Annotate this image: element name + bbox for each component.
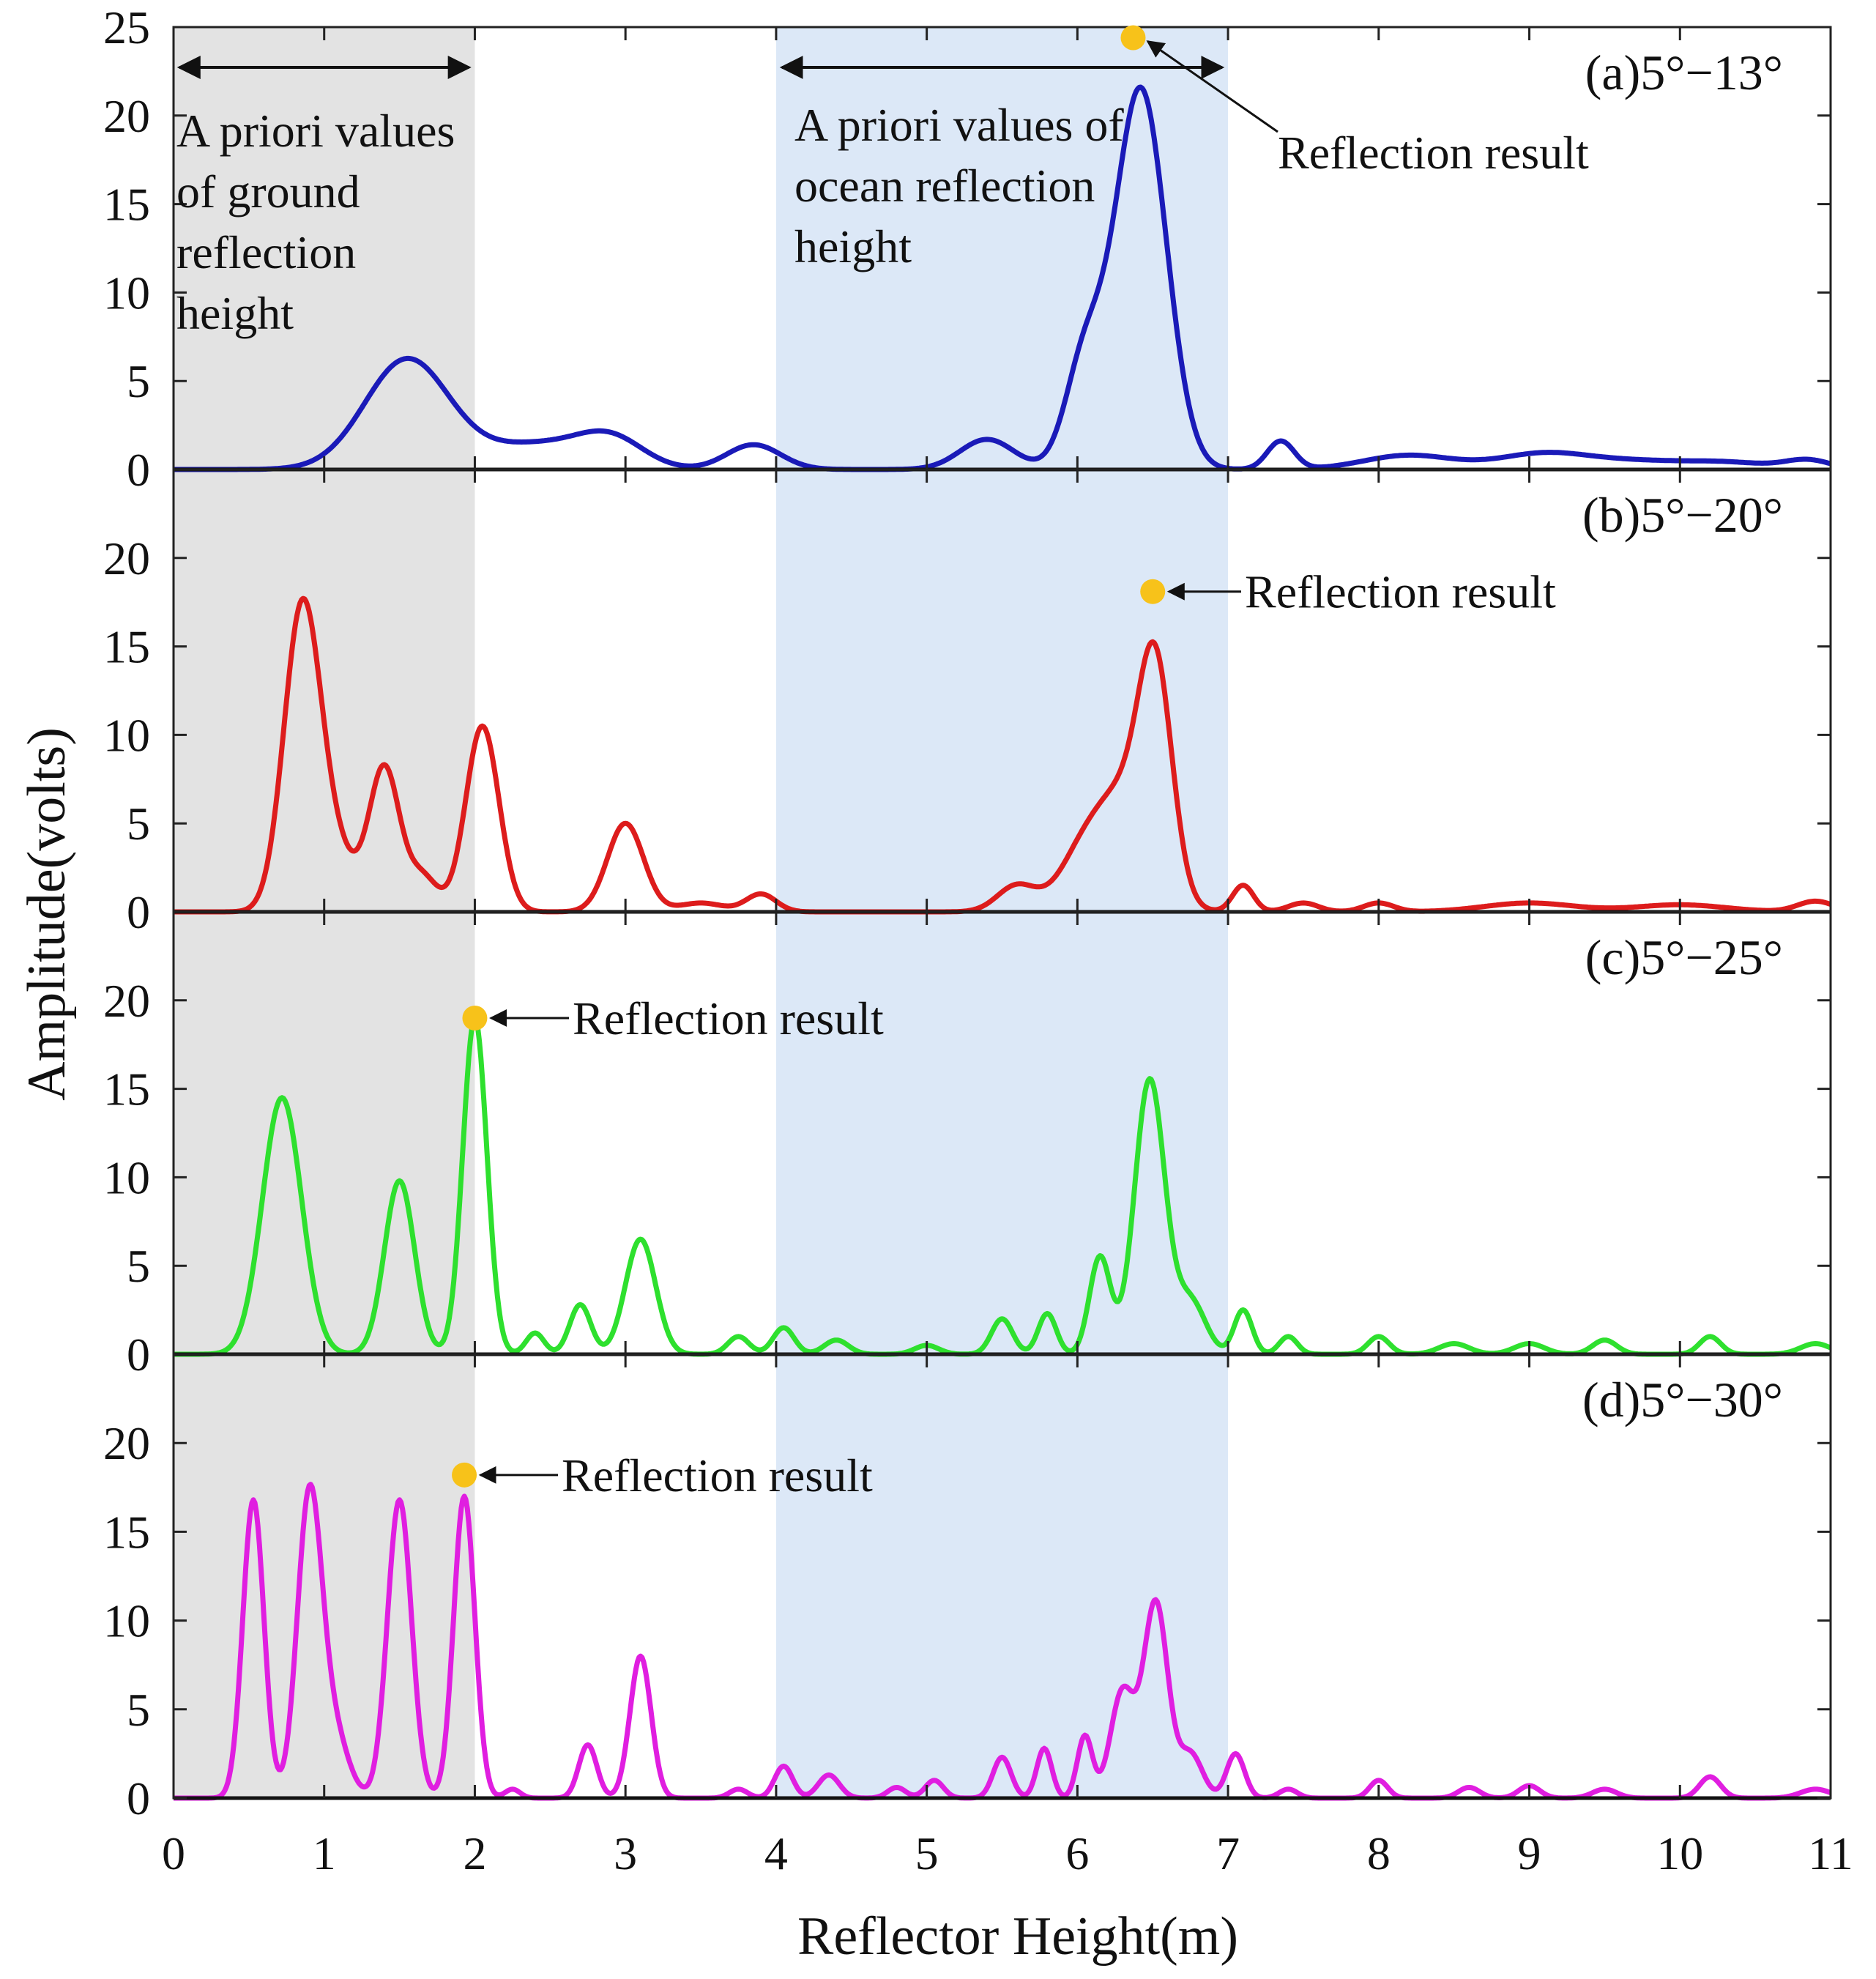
y-tick-label: 15 bbox=[103, 621, 150, 673]
y-tick-label: 5 bbox=[127, 798, 150, 850]
y-tick-label: 10 bbox=[103, 709, 150, 761]
y-tick-label: 0 bbox=[127, 886, 150, 938]
reflection-result-label: Reflection result bbox=[562, 1449, 873, 1501]
x-tick-label: 0 bbox=[162, 1827, 185, 1879]
y-tick-label: 20 bbox=[103, 532, 150, 584]
x-tick-label: 3 bbox=[614, 1827, 637, 1879]
y-tick-label: 10 bbox=[103, 267, 150, 319]
y-tick-label: 15 bbox=[103, 1506, 150, 1558]
panel-label-d: (d)5°−30° bbox=[1582, 1372, 1783, 1427]
x-tick-label: 9 bbox=[1518, 1827, 1541, 1879]
y-tick-label: 5 bbox=[127, 355, 150, 407]
panel-label-a: (a)5°−13° bbox=[1585, 45, 1783, 100]
prior-label-ground: A priori values bbox=[176, 105, 455, 157]
reflection-result-marker-b bbox=[1140, 579, 1166, 604]
x-tick-label: 10 bbox=[1656, 1827, 1703, 1879]
axes: 0 5 10 15 20 25 0 5 10 15 20 0 5 10 15 20 0 5 10 15 20 0 1 2 3 4 5… bbox=[103, 1, 1853, 1879]
y-tick-label: 5 bbox=[127, 1240, 150, 1292]
reflection-result-label: Reflection result bbox=[1278, 127, 1589, 179]
y-tick-label: 10 bbox=[103, 1151, 150, 1203]
x-tick-label: 11 bbox=[1808, 1827, 1853, 1879]
reflection-result-marker-d bbox=[452, 1462, 477, 1488]
prior-label-ground: reflection bbox=[176, 226, 356, 278]
x-tick-label: 1 bbox=[313, 1827, 336, 1879]
x-tick-label: 7 bbox=[1216, 1827, 1240, 1879]
x-tick-label: 2 bbox=[463, 1827, 486, 1879]
x-tick-label: 8 bbox=[1367, 1827, 1391, 1879]
y-tick-label: 20 bbox=[103, 1417, 150, 1469]
prior-label-ocean: height bbox=[794, 220, 912, 272]
annotations: (a)5°−13° (b)5°−20° (c)5°−25° (d)5°−30° A pr… bbox=[176, 25, 1783, 1501]
y-tick-label: 20 bbox=[103, 90, 150, 142]
y-tick-label: 10 bbox=[103, 1595, 150, 1647]
series-line-a bbox=[172, 84, 1832, 472]
y-tick-label: 15 bbox=[103, 1063, 150, 1115]
y-tick-label: 15 bbox=[103, 179, 150, 231]
y-tick-label: 20 bbox=[103, 975, 150, 1027]
panel-label-c: (c)5°−25° bbox=[1585, 929, 1783, 985]
prior-label-ocean: ocean reflection bbox=[794, 160, 1095, 212]
reflection-result-label: Reflection result bbox=[573, 992, 884, 1044]
y-tick-label: 25 bbox=[103, 1, 150, 53]
prior-label-ocean: A priori values of bbox=[794, 99, 1124, 151]
y-tick-label: 5 bbox=[127, 1684, 150, 1736]
series-line-b bbox=[172, 595, 1832, 915]
x-tick-label: 6 bbox=[1065, 1827, 1089, 1879]
y-tick-label: 0 bbox=[127, 1772, 150, 1824]
x-tick-label: 5 bbox=[915, 1827, 939, 1879]
panel-label-b: (b)5°−20° bbox=[1582, 487, 1783, 543]
series-line-c bbox=[172, 1015, 1832, 1357]
y-tick-label: 0 bbox=[127, 444, 150, 496]
y-axis-title: Amplitude(volts) bbox=[17, 727, 77, 1101]
y-tick-label: 0 bbox=[127, 1329, 150, 1381]
x-axis-title: Reflector Height(m) bbox=[797, 1906, 1238, 1967]
reflection-result-marker-a bbox=[1120, 25, 1146, 51]
reflection-arrow bbox=[1146, 40, 1278, 133]
reflection-result-label: Reflection result bbox=[1245, 566, 1556, 618]
prior-label-ground: height bbox=[176, 287, 294, 339]
reflection-result-marker-c bbox=[462, 1005, 488, 1031]
prior-label-ground: of ground bbox=[176, 166, 360, 218]
x-tick-label: 4 bbox=[764, 1827, 788, 1879]
